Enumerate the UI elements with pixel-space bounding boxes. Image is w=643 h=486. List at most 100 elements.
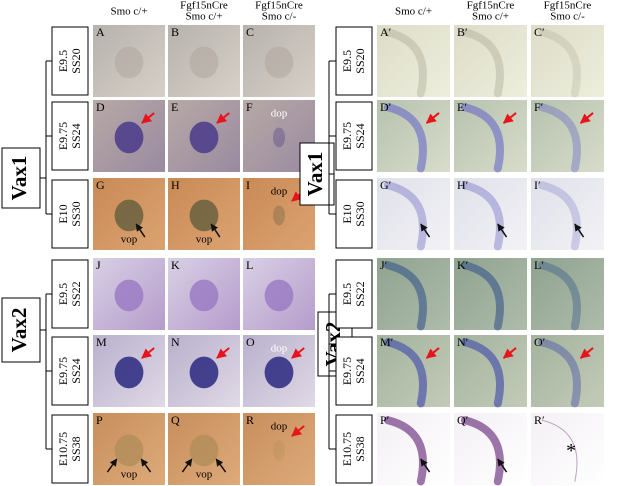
- panel-image: [454, 413, 527, 485]
- staining: [264, 46, 294, 79]
- staining: [189, 279, 219, 312]
- arrow: [425, 347, 440, 359]
- stage-label: SS24: [69, 123, 83, 148]
- panel-image: [243, 25, 315, 97]
- panel-letter: B: [171, 25, 179, 39]
- staining: [273, 205, 285, 226]
- annotation: *: [566, 440, 576, 462]
- panel-image: [377, 258, 450, 330]
- panel-letter: K: [171, 258, 180, 272]
- panel-image: [93, 25, 165, 97]
- staining: [189, 199, 219, 232]
- panel-image: [531, 178, 604, 250]
- panel-letter: N′: [457, 335, 469, 349]
- arrow: [216, 347, 230, 359]
- arrow: [106, 458, 118, 473]
- stage-label: SS30: [69, 201, 83, 226]
- staining: [537, 28, 581, 98]
- staining: [114, 434, 144, 467]
- column-header: Fgf15nCre: [180, 0, 228, 12]
- panel-letter: L: [246, 258, 253, 272]
- panel-letter: E′: [457, 100, 467, 114]
- annotation: vop: [196, 469, 213, 481]
- arrow: [210, 223, 221, 238]
- arrow: [579, 347, 594, 359]
- staining: [383, 181, 427, 251]
- stage-label: SS38: [69, 436, 83, 461]
- staining: [273, 440, 285, 461]
- gene-box: [1, 147, 41, 209]
- annotation: dop: [271, 186, 288, 198]
- panel-letter: K′: [457, 258, 469, 272]
- staining: [273, 127, 285, 148]
- arrow: [502, 112, 517, 124]
- panel-letter: P′: [380, 413, 390, 427]
- panel-letter: D′: [380, 100, 392, 114]
- arrow: [579, 112, 594, 124]
- arrow: [420, 223, 431, 238]
- arrow: [502, 347, 517, 359]
- panel-letter: F′: [534, 100, 544, 114]
- panel-image: [377, 413, 450, 485]
- arrow: [574, 223, 585, 238]
- staining: [189, 434, 219, 467]
- panel-letter: O: [246, 335, 255, 349]
- staining: [460, 338, 504, 408]
- panel-letter: J′: [380, 258, 388, 272]
- panel-letter: I′: [534, 178, 541, 192]
- panel-letter: R: [246, 413, 254, 427]
- stage-label: E9.5: [56, 50, 70, 72]
- staining: [537, 181, 581, 251]
- panel-letter: Q: [171, 413, 180, 427]
- annotation: dop: [271, 108, 288, 120]
- stage-label: SS20: [353, 48, 367, 73]
- column-header: Fgf15nCre: [255, 0, 303, 12]
- staining: [383, 28, 427, 98]
- arrow: [215, 458, 227, 473]
- staining: [189, 46, 219, 79]
- stage-box: [335, 101, 373, 171]
- stage-box: [335, 336, 373, 406]
- arrow: [141, 112, 155, 124]
- stage-label: E10.75: [56, 432, 70, 466]
- panel-image: [243, 413, 315, 485]
- annotation: dop: [271, 343, 288, 355]
- annotation: vop: [196, 234, 213, 246]
- panel-letter: D: [96, 100, 105, 114]
- gene-label: Vax1: [303, 152, 327, 197]
- panel-letter: G: [96, 178, 105, 192]
- panel-letter: H: [171, 178, 180, 192]
- stage-label: E9.75: [56, 357, 70, 385]
- arrow: [216, 112, 230, 124]
- stage-label: SS24: [353, 123, 367, 148]
- panel-letter: P: [96, 413, 103, 427]
- panel-image: [168, 25, 240, 97]
- annotation: dop: [271, 421, 288, 433]
- panel-letter: C′: [534, 25, 545, 39]
- staining: [114, 46, 144, 79]
- stage-box: [51, 179, 89, 249]
- staining: [460, 261, 504, 331]
- panel-image: [531, 25, 604, 97]
- staining: [537, 103, 581, 173]
- panel-letter: A′: [380, 25, 392, 39]
- gene-label: Vax1: [7, 156, 31, 201]
- staining: [460, 28, 504, 98]
- stage-label: E9.5: [340, 283, 354, 305]
- stage-box: [51, 336, 89, 406]
- panel-image: [377, 25, 450, 97]
- panel-image: [531, 413, 604, 485]
- staining: [114, 121, 144, 154]
- stage-box: [335, 179, 373, 249]
- stage-label: E9.75: [340, 357, 354, 385]
- column-header: Smo c/-: [262, 11, 297, 23]
- stage-label: E10: [340, 204, 354, 223]
- panel-letter: A: [96, 25, 105, 39]
- annotation: vop: [121, 469, 138, 481]
- panel-image: [377, 178, 450, 250]
- stage-label: E9.75: [340, 122, 354, 150]
- staining: [264, 356, 294, 389]
- stage-label: E9.75: [56, 122, 70, 150]
- staining: [537, 338, 581, 408]
- gene-box: [299, 142, 335, 206]
